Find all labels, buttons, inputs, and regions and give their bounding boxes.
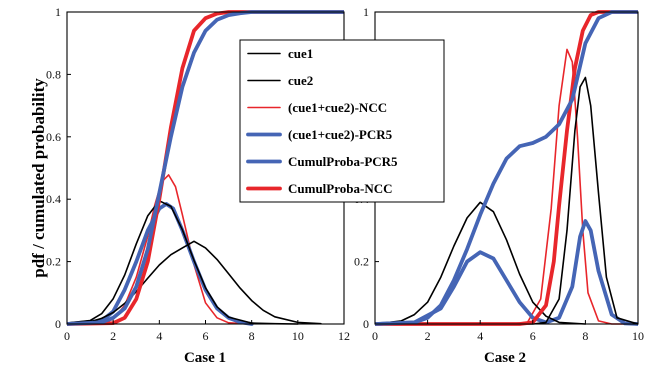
legend-label: cue2 — [288, 73, 313, 88]
series-line--cue1-cue2-ncc — [375, 48, 638, 325]
series-line--cue1-cue2-pcr5 — [375, 219, 638, 326]
x-tick-label: 12 — [338, 329, 350, 343]
x-tick-label: 10 — [292, 329, 304, 343]
x-tick-label: 8 — [249, 329, 255, 343]
y-tick-label: 0 — [363, 317, 369, 331]
legend-label: cue1 — [288, 46, 313, 61]
x-tick-label: 2 — [425, 329, 431, 343]
legend-label: CumulProba-PCR5 — [288, 154, 398, 169]
series-line-cumulproba-ncc — [375, 10, 638, 326]
y-tick-label: 1 — [363, 5, 369, 19]
x-tick-label: 0 — [372, 329, 378, 343]
series-line-cue2 — [67, 240, 322, 325]
x-tick-label: 4 — [477, 329, 483, 343]
x-tick-label: 2 — [110, 329, 116, 343]
y-tick-label: 0.8 — [46, 67, 61, 81]
chart-panel-1: 0 2 4 6 8 10 12 0 0.2 0.4 0.6 0.8 1 Case 1 — [46, 5, 350, 366]
y-tick-label: 0.2 — [354, 255, 369, 269]
x-tick-label: 6 — [203, 329, 209, 343]
legend-box — [239, 39, 445, 203]
legend: cue1 cue2 (cue1+cue2)-NCC (cue1+cue2)-PCR5 C… — [239, 39, 445, 203]
y-tick-label: 0.6 — [46, 130, 61, 144]
x-tick-label: 0 — [64, 329, 70, 343]
y-axis-label: pdf / cumulated probability — [29, 78, 48, 278]
series-line-cumulproba-pcr5 — [375, 10, 638, 326]
y-tick-label: 1 — [55, 5, 61, 19]
series-group — [375, 10, 638, 326]
legend-label: (cue1+cue2)-PCR5 — [288, 127, 393, 142]
x-tick-label: 8 — [582, 329, 588, 343]
x-tick-label: 6 — [530, 329, 536, 343]
legend-label: CumulProba-NCC — [288, 181, 393, 196]
y-tick-label: 0.2 — [46, 255, 61, 269]
y-tick-label: 0.4 — [46, 192, 61, 206]
x-axis-label: Case 2 — [484, 350, 526, 366]
y-tick-label: 0 — [55, 317, 61, 331]
legend-label: (cue1+cue2)-NCC — [288, 100, 387, 115]
x-axis-label: Case 1 — [184, 350, 226, 366]
x-tick-label: 10 — [632, 329, 644, 343]
series-line-cue2 — [375, 76, 638, 325]
x-tick-label: 4 — [156, 329, 162, 343]
series-line-cue1 — [67, 200, 299, 325]
